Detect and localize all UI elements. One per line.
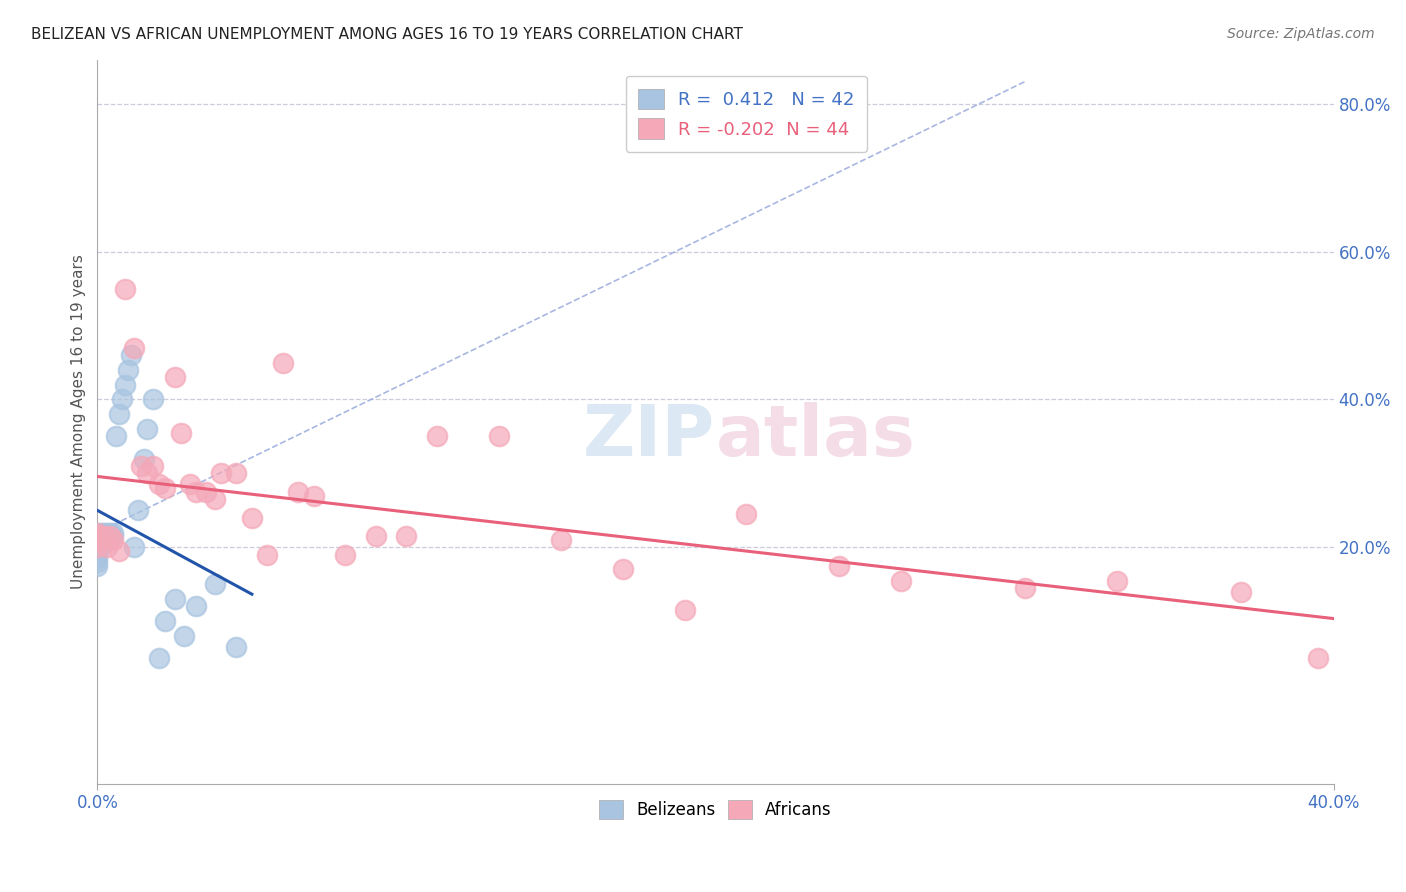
- Point: [1107, 574, 1129, 588]
- Point: [86, 541, 108, 555]
- Text: atlas: atlas: [716, 401, 915, 471]
- Point: [209, 467, 232, 481]
- Point: [890, 574, 912, 588]
- Point: [93, 529, 115, 543]
- Point: [179, 477, 201, 491]
- Point: [124, 541, 146, 555]
- Text: ZIP: ZIP: [583, 401, 716, 471]
- Point: [170, 425, 193, 440]
- Point: [155, 614, 177, 628]
- Point: [96, 529, 118, 543]
- Point: [163, 592, 186, 607]
- Point: [132, 451, 155, 466]
- Point: [108, 407, 131, 421]
- Point: [98, 529, 121, 543]
- Point: [194, 484, 217, 499]
- Point: [271, 355, 294, 369]
- Legend: Belizeans, Africans: Belizeans, Africans: [592, 794, 838, 826]
- Point: [225, 467, 247, 481]
- Point: [86, 541, 108, 555]
- Point: [204, 492, 226, 507]
- Point: [142, 392, 165, 407]
- Point: [89, 533, 111, 547]
- Point: [673, 603, 696, 617]
- Point: [163, 370, 186, 384]
- Point: [86, 544, 108, 558]
- Point: [98, 525, 121, 540]
- Point: [86, 558, 108, 573]
- Point: [155, 481, 177, 495]
- Point: [93, 529, 115, 543]
- Point: [104, 429, 127, 443]
- Point: [96, 533, 118, 547]
- Point: [735, 507, 758, 521]
- Point: [93, 533, 115, 547]
- Point: [148, 477, 170, 491]
- Point: [96, 541, 118, 555]
- Point: [240, 510, 263, 524]
- Point: [114, 282, 136, 296]
- Point: [89, 533, 111, 547]
- Point: [129, 458, 152, 473]
- Point: [1308, 651, 1330, 665]
- Point: [120, 348, 142, 362]
- Point: [86, 529, 108, 543]
- Point: [426, 429, 449, 443]
- Y-axis label: Unemployment Among Ages 16 to 19 years: Unemployment Among Ages 16 to 19 years: [72, 254, 86, 589]
- Point: [287, 484, 309, 499]
- Point: [488, 429, 510, 443]
- Point: [173, 629, 195, 643]
- Point: [86, 548, 108, 562]
- Point: [1230, 584, 1253, 599]
- Point: [86, 551, 108, 566]
- Point: [108, 544, 131, 558]
- Point: [550, 533, 572, 547]
- Text: Source: ZipAtlas.com: Source: ZipAtlas.com: [1227, 27, 1375, 41]
- Point: [114, 377, 136, 392]
- Point: [256, 548, 278, 562]
- Point: [135, 422, 157, 436]
- Point: [148, 651, 170, 665]
- Point: [1014, 581, 1036, 595]
- Point: [186, 599, 208, 614]
- Point: [117, 363, 139, 377]
- Point: [302, 489, 325, 503]
- Point: [93, 525, 115, 540]
- Point: [86, 529, 108, 543]
- Point: [101, 533, 124, 547]
- Point: [86, 533, 108, 547]
- Point: [612, 562, 634, 576]
- Point: [86, 555, 108, 569]
- Point: [204, 577, 226, 591]
- Point: [142, 458, 165, 473]
- Point: [101, 529, 124, 543]
- Point: [86, 536, 108, 550]
- Point: [135, 467, 157, 481]
- Point: [86, 525, 108, 540]
- Point: [395, 529, 418, 543]
- Point: [186, 484, 208, 499]
- Point: [98, 529, 121, 543]
- Point: [89, 541, 111, 555]
- Point: [364, 529, 387, 543]
- Point: [101, 525, 124, 540]
- Point: [828, 558, 851, 573]
- Text: BELIZEAN VS AFRICAN UNEMPLOYMENT AMONG AGES 16 TO 19 YEARS CORRELATION CHART: BELIZEAN VS AFRICAN UNEMPLOYMENT AMONG A…: [31, 27, 742, 42]
- Point: [89, 525, 111, 540]
- Point: [127, 503, 149, 517]
- Point: [225, 640, 247, 654]
- Point: [89, 529, 111, 543]
- Point: [333, 548, 356, 562]
- Point: [124, 341, 146, 355]
- Point: [96, 525, 118, 540]
- Point: [111, 392, 134, 407]
- Point: [86, 525, 108, 540]
